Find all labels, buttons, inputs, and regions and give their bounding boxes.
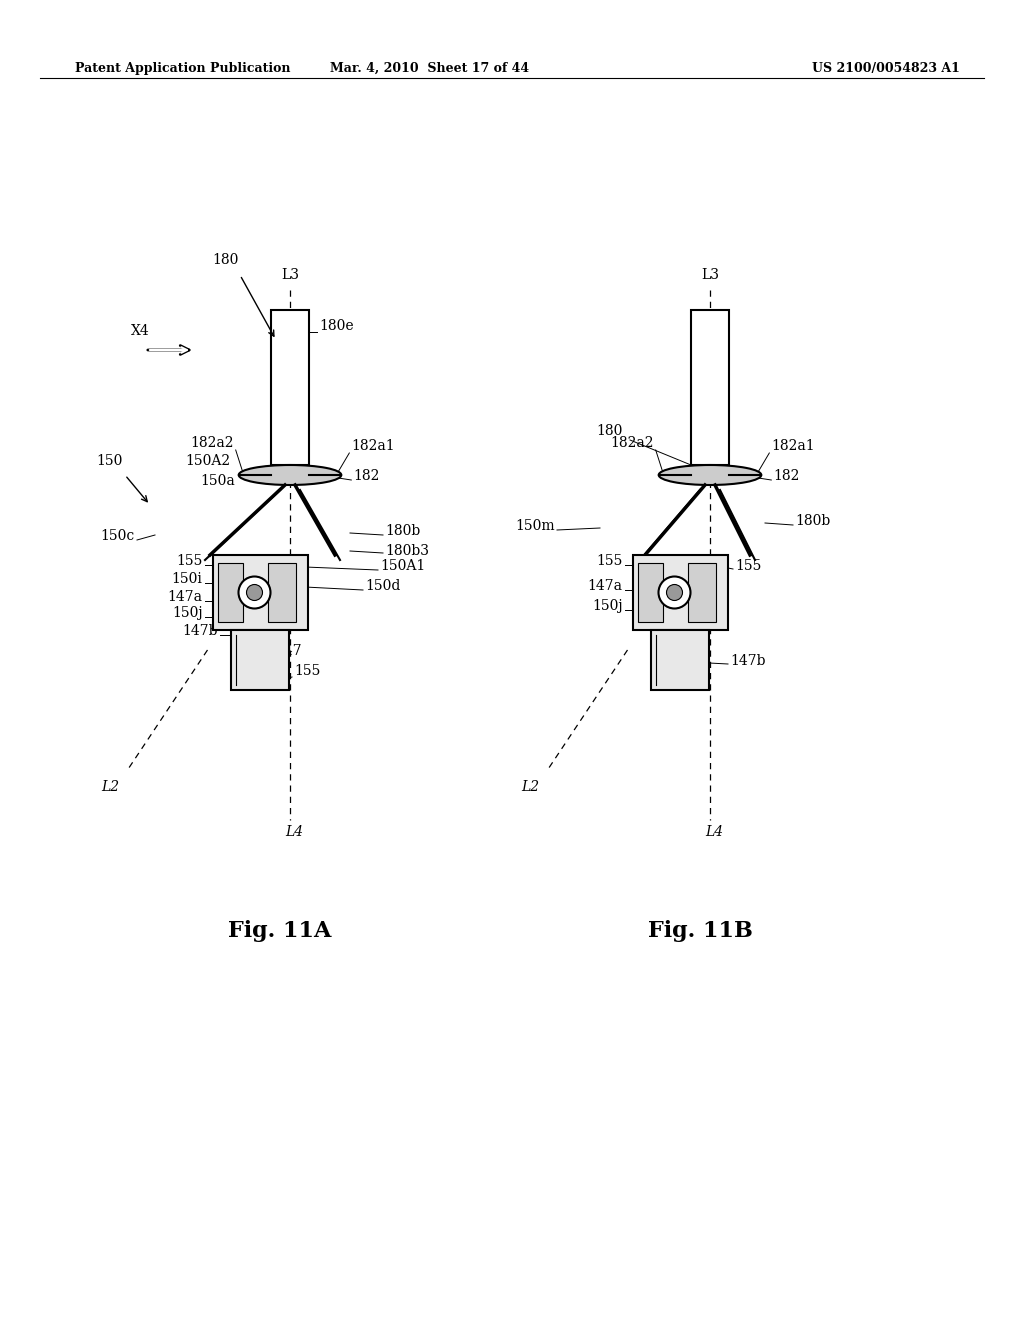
Text: Fig. 11B: Fig. 11B [647, 920, 753, 942]
Circle shape [658, 577, 690, 609]
Text: 150j: 150j [172, 606, 203, 620]
Text: 147: 147 [275, 644, 302, 657]
Bar [267, 564, 296, 622]
Text: 182a2: 182a2 [190, 436, 233, 450]
Text: 155: 155 [294, 664, 321, 678]
Text: US 2100/0054823 A1: US 2100/0054823 A1 [812, 62, 961, 75]
Text: 147b: 147b [182, 624, 218, 638]
Ellipse shape [658, 465, 761, 484]
Text: 150A2: 150A2 [185, 454, 230, 469]
Circle shape [247, 585, 262, 601]
Text: 180b3: 180b3 [385, 544, 429, 558]
Bar [271, 310, 309, 465]
Bar [231, 630, 289, 690]
Ellipse shape [239, 465, 341, 484]
Circle shape [239, 577, 270, 609]
Text: 180e: 180e [319, 319, 353, 333]
Text: L3: L3 [281, 268, 299, 282]
Text: Fig. 11A: Fig. 11A [228, 920, 332, 942]
Text: 155: 155 [735, 558, 762, 573]
Bar [691, 310, 729, 465]
Text: 180: 180 [597, 424, 624, 438]
Text: 147a: 147a [168, 590, 203, 605]
Text: 182a1: 182a1 [351, 440, 395, 453]
Text: 180: 180 [212, 253, 239, 267]
Text: L2: L2 [101, 780, 120, 795]
Text: L4: L4 [285, 825, 303, 840]
Text: 150d: 150d [365, 579, 400, 593]
Bar [217, 564, 243, 622]
Text: X4: X4 [131, 323, 150, 338]
Text: 182: 182 [773, 469, 800, 483]
Bar [651, 630, 709, 690]
Circle shape [667, 585, 683, 601]
Text: 147a: 147a [588, 579, 623, 593]
Text: 180b: 180b [795, 513, 830, 528]
Text: 150A1: 150A1 [380, 558, 425, 573]
Text: 150: 150 [97, 454, 123, 469]
Text: 150m: 150m [515, 519, 555, 533]
Text: 150i: 150i [172, 572, 203, 586]
Bar [213, 554, 307, 630]
Text: 150a: 150a [200, 474, 234, 488]
Text: 150c: 150c [100, 529, 135, 543]
Text: L3: L3 [701, 268, 719, 282]
Text: 182: 182 [353, 469, 380, 483]
Text: 155: 155 [596, 554, 623, 568]
Text: L2: L2 [521, 780, 540, 795]
Text: 182a2: 182a2 [610, 436, 653, 450]
Text: 155: 155 [176, 554, 203, 568]
Text: Patent Application Publication: Patent Application Publication [75, 62, 291, 75]
Bar [633, 554, 727, 630]
Bar [638, 564, 663, 622]
Text: L4: L4 [705, 825, 723, 840]
Text: Mar. 4, 2010  Sheet 17 of 44: Mar. 4, 2010 Sheet 17 of 44 [331, 62, 529, 75]
Text: 150j: 150j [592, 599, 623, 612]
Text: 182a1: 182a1 [771, 440, 815, 453]
Text: 180b: 180b [385, 524, 420, 539]
Text: 147b: 147b [730, 653, 766, 668]
Bar [687, 564, 716, 622]
